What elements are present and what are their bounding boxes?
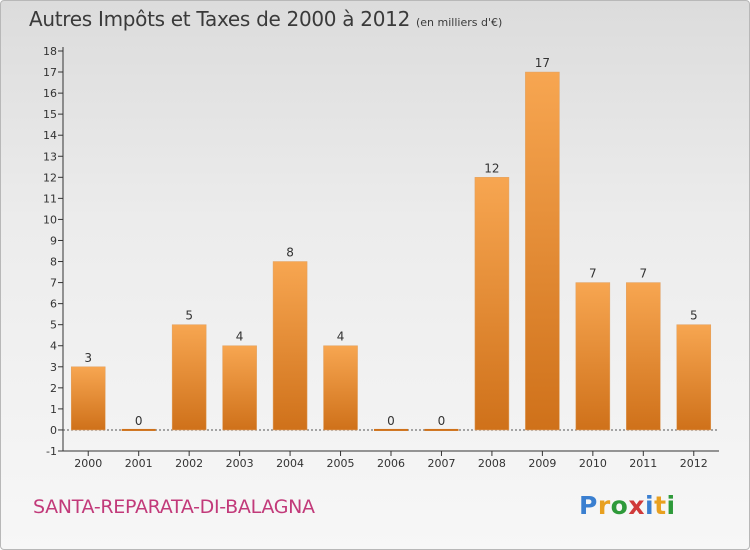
y-tick-label: 1 — [50, 403, 57, 416]
data-label-2010: 7 — [589, 267, 597, 281]
logo-letter: i — [645, 491, 655, 520]
bar-2006 — [374, 428, 408, 431]
y-tick-label: 15 — [43, 108, 57, 121]
x-tick-label-2008: 2008 — [478, 457, 506, 470]
bar-2005 — [323, 345, 358, 431]
y-tick-label: 6 — [50, 298, 57, 311]
logo-letter: o — [610, 491, 629, 520]
x-tick-label-2010: 2010 — [579, 457, 607, 470]
bar-2010 — [575, 282, 611, 431]
x-tick-label-2007: 2007 — [427, 457, 455, 470]
title-text: Autres Impôts et Taxes de 2000 à 2012 — [29, 7, 410, 31]
y-tick-label: 13 — [43, 150, 57, 163]
x-tick-label-2006: 2006 — [377, 457, 405, 470]
logo-letter: P — [579, 491, 598, 520]
logo-letter: r — [597, 491, 611, 520]
bar-2007 — [424, 428, 459, 431]
y-tick-label: 4 — [50, 340, 57, 353]
bar-2000 — [70, 366, 106, 431]
bar-2004 — [272, 261, 308, 431]
data-label-2011: 7 — [639, 267, 647, 281]
data-label-2001: 0 — [135, 414, 143, 428]
logo-letter: i — [666, 491, 676, 520]
y-tick-label: 18 — [43, 45, 57, 58]
chart-bars — [70, 71, 712, 431]
data-label-2007: 0 — [438, 414, 446, 428]
x-tick-label-2001: 2001 — [125, 457, 153, 470]
y-tick-label: 12 — [43, 171, 57, 184]
x-tick-label-2000: 2000 — [74, 457, 102, 470]
data-label-2008: 12 — [484, 161, 499, 175]
bar-2002 — [171, 324, 207, 431]
data-label-2009: 17 — [535, 56, 550, 70]
data-label-2003: 4 — [236, 330, 244, 344]
x-tick-label-2012: 2012 — [680, 457, 708, 470]
y-tick-label: 0 — [50, 424, 57, 437]
data-label-2006: 0 — [387, 414, 395, 428]
y-tick-label: 9 — [50, 234, 57, 247]
y-tick-label: -1 — [46, 445, 57, 458]
data-label-2000: 3 — [84, 351, 92, 365]
proxiti-logo: Proxiti — [579, 491, 676, 520]
data-label-2005: 4 — [337, 330, 345, 344]
y-tick-label: 7 — [50, 277, 57, 290]
commune-name: SANTA-REPARATA-DI-BALAGNA — [33, 496, 315, 518]
data-label-2012: 5 — [690, 309, 698, 323]
x-tick-label-2011: 2011 — [629, 457, 657, 470]
y-tick-label: 3 — [50, 361, 57, 374]
bar-2009 — [525, 71, 560, 431]
chart-data-labels: 3 0 5 4 8 4 0 0 12 17 7 7 5 — [84, 56, 697, 428]
chart-subtitle: (en milliers d'€) — [416, 16, 503, 29]
x-tick-label-2003: 2003 — [226, 457, 254, 470]
logo-letter: t — [654, 491, 667, 520]
logo-letter: x — [628, 491, 645, 520]
x-tick-label-2004: 2004 — [276, 457, 304, 470]
y-tick-label: 17 — [43, 66, 57, 79]
y-tick-label: 2 — [50, 382, 57, 395]
bar-2011 — [626, 282, 661, 431]
x-tick-label-2005: 2005 — [327, 457, 355, 470]
y-tick-label: 5 — [50, 319, 57, 332]
bar-2003 — [222, 345, 257, 431]
bar-2012 — [676, 324, 712, 431]
y-tick-label: 10 — [43, 213, 57, 226]
bar-2001 — [121, 428, 156, 431]
y-tick-label: 11 — [43, 192, 57, 205]
bar-2008 — [474, 177, 510, 431]
y-tick-label: 14 — [43, 129, 57, 142]
data-label-2002: 5 — [185, 309, 193, 323]
data-label-2004: 8 — [286, 246, 294, 260]
x-tick-label-2009: 2009 — [528, 457, 556, 470]
y-tick-label: 8 — [50, 256, 57, 269]
y-tick-label: 16 — [43, 87, 57, 100]
chart-title: Autres Impôts et Taxes de 2000 à 2012 (en… — [29, 7, 502, 31]
x-tick-label-2002: 2002 — [175, 457, 203, 470]
